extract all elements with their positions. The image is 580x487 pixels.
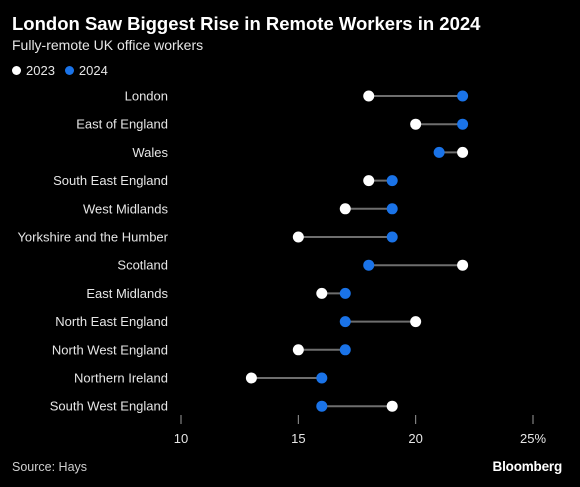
category-label: London [125,89,168,104]
legend-marker-2023 [12,66,21,75]
point-2024 [339,344,351,356]
category-label: North West England [52,342,168,357]
point-2024 [457,90,469,102]
point-2024 [363,259,375,271]
x-tick-label: 25% [520,431,546,446]
point-2024 [386,231,398,243]
legend-label-2023: 2023 [26,63,55,78]
x-tick-label: 15 [291,431,305,446]
point-2024 [386,175,398,187]
point-2023 [316,287,328,299]
legend-label-2024: 2024 [78,63,108,78]
category-label: East of England [76,117,168,132]
point-2024 [386,203,398,215]
point-2024 [433,146,445,158]
point-2023 [292,344,304,356]
category-label: East Midlands [86,286,168,301]
bloomberg-logo: Bloomberg [492,459,563,474]
category-label: West Midlands [83,201,169,216]
point-2023 [457,146,469,158]
legend-item-2023: 2023 [12,63,55,78]
source-note: Source: Hays [12,460,88,474]
category-label: South East England [53,173,168,188]
point-2023 [410,118,422,130]
category-label: Wales [132,145,168,160]
point-2024 [316,372,328,384]
legend: 2023 2024 [12,63,118,78]
point-2024 [339,316,351,328]
category-label: Yorkshire and the Humber [17,230,168,245]
point-2023 [410,316,422,328]
point-2023 [363,175,375,187]
point-2024 [316,400,328,412]
point-2024 [457,118,469,130]
chart-subtitle: Fully-remote UK office workers [12,37,204,53]
category-label: North East England [55,314,168,329]
legend-item-2024: 2024 [64,63,108,78]
point-2023 [339,203,351,215]
legend-marker-2024 [64,66,74,75]
point-2024 [339,287,351,299]
x-tick-label: 20 [408,431,422,446]
category-label: South West England [50,399,168,414]
point-2023 [386,400,398,412]
point-2023 [245,372,257,384]
point-2023 [457,259,469,271]
x-tick-label: 10 [174,431,188,446]
chart-title: London Saw Biggest Rise in Remote Worker… [12,13,481,34]
category-label: Scotland [117,258,168,273]
category-label: Northern Ireland [74,371,168,386]
point-2023 [292,231,304,243]
point-2023 [363,90,375,102]
